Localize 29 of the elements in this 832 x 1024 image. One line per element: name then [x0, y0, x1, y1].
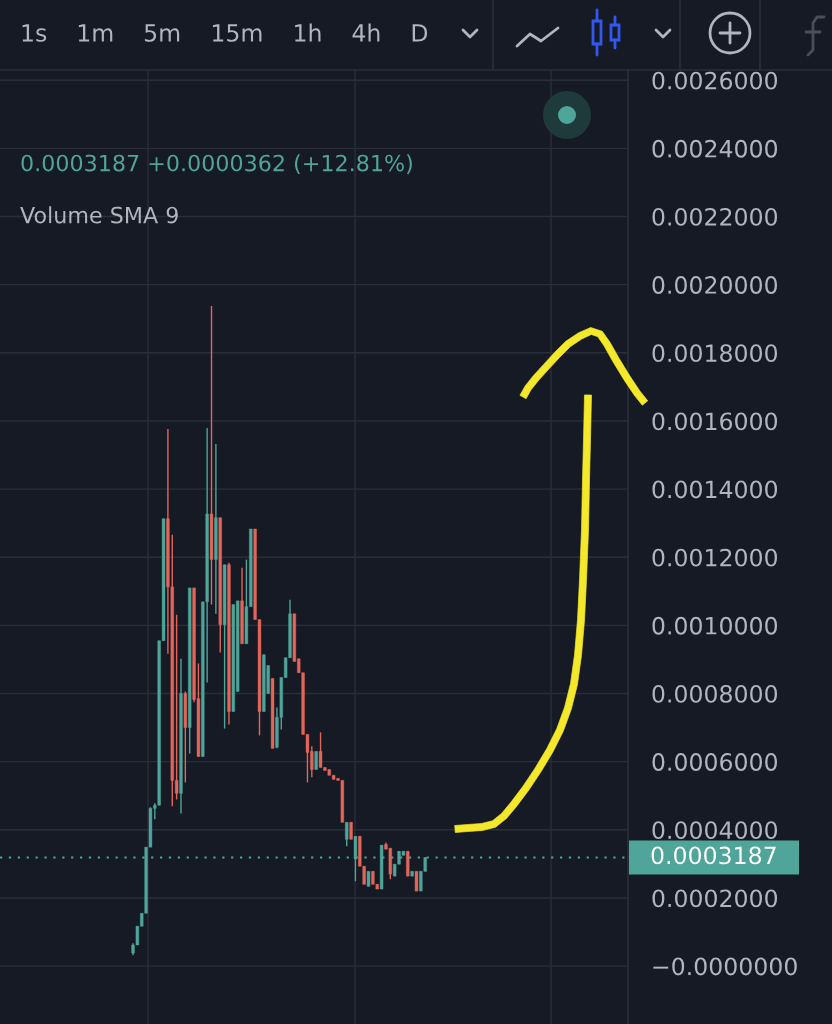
y-tick-label: 0.0014000	[652, 480, 778, 499]
ref-line-label: 0.0003187	[651, 846, 776, 865]
text: 0.0003187 +0.0000362 (+12.81%)	[21, 154, 412, 175]
text: 1h	[295, 23, 321, 42]
candlestick	[314, 750, 318, 771]
y-tick-label: 0.0004000	[652, 821, 778, 840]
y-tick-label: −0.0000000	[653, 957, 797, 976]
y-tick-label: 0.0002000	[652, 889, 778, 908]
y-tick-label: 0.0010000	[652, 616, 778, 635]
y-tick-label: 0.0008000	[652, 684, 778, 703]
candlestick	[345, 821, 349, 847]
text: 15m	[212, 24, 262, 42]
text: 1s	[22, 24, 47, 42]
y-tick-label: 0.0018000	[652, 344, 778, 363]
y-tick-label: 0.0024000	[652, 139, 778, 158]
y-tick-label: 0.0022000	[652, 207, 778, 226]
annotation: Volume SMA 9	[20, 206, 178, 224]
candlestick	[414, 870, 419, 892]
y-tick-label: 0.0016000	[652, 412, 778, 431]
text: 5m	[144, 24, 180, 42]
y-tick-label: 0.0006000	[652, 753, 778, 771]
candlestick	[353, 835, 358, 882]
y-tick-label: 0.0026000	[652, 71, 778, 90]
y-tick-label: 0.0020000	[652, 276, 778, 294]
candlestick	[318, 731, 323, 769]
text: D	[412, 24, 428, 42]
y-tick-label: 0.0012000	[652, 548, 778, 567]
text: 4h	[352, 23, 380, 42]
text: 1m	[78, 24, 113, 42]
